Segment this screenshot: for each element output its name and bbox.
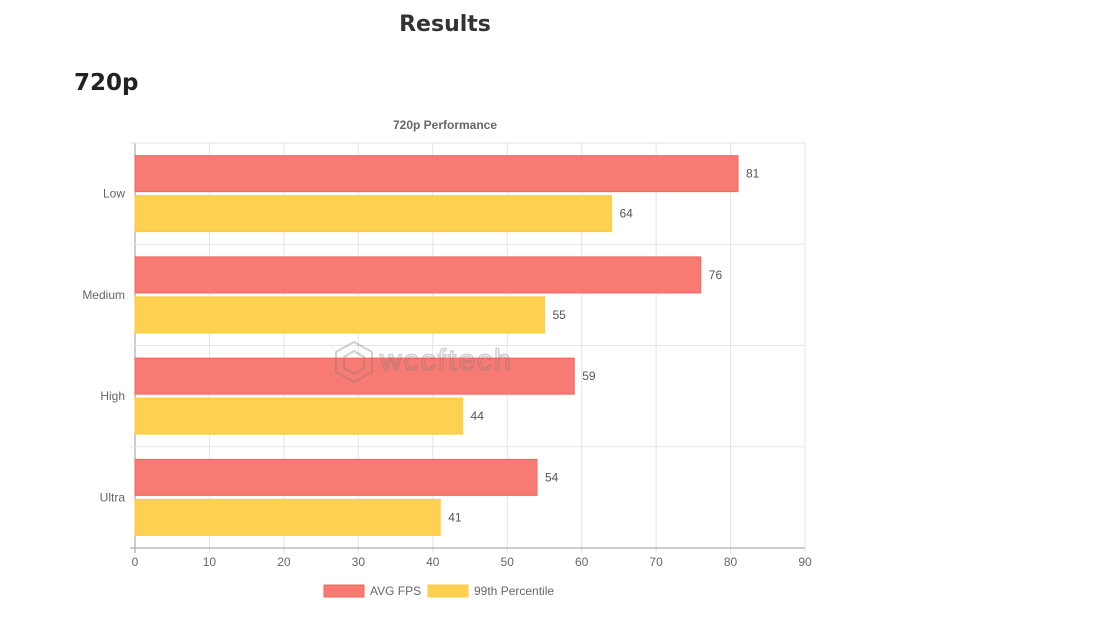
bar-99th-percentile[interactable] [134,397,464,435]
data-label: 64 [619,207,633,221]
x-tick-label: 20 [277,555,291,569]
legend-swatch[interactable] [323,584,365,598]
y-tick-label: Ultra [100,490,126,504]
chart-bars [134,155,739,536]
watermark-text: wccftech [379,344,513,377]
legend-label[interactable]: AVG FPS [370,584,421,598]
x-tick-label: 30 [352,555,366,569]
bar-avg-fps[interactable] [134,256,702,294]
data-label: 44 [471,409,485,423]
data-label: 76 [709,268,723,282]
chart-title: 720p Performance [393,118,497,132]
y-tick-label: Medium [82,288,125,302]
bar-avg-fps[interactable] [134,458,538,496]
bar-99th-percentile[interactable] [134,195,612,233]
data-label: 55 [552,308,566,322]
watermark-logo: wccftech [335,340,513,384]
x-tick-label: 40 [426,555,440,569]
watermark-logo-icon [335,340,373,384]
page-title: Results [399,12,491,37]
x-tick-label: 80 [724,555,738,569]
x-tick-label: 50 [501,555,515,569]
chart-legend: AVG FPS 99th Percentile [323,584,554,598]
y-tick-label: High [100,389,125,403]
x-tick-label: 0 [132,555,139,569]
y-tick-label: Low [103,187,125,201]
data-label: 41 [448,510,462,524]
x-tick-label: 70 [649,555,663,569]
legend-swatch[interactable] [427,584,469,598]
bar-99th-percentile[interactable] [134,498,441,536]
bar-avg-fps[interactable] [134,155,739,193]
legend-label[interactable]: 99th Percentile [474,584,554,598]
bar-avg-fps[interactable] [134,357,575,395]
chart-labels: 81 64 Low 76 55 Medium 59 44 High 54 41 Ultra 0 10 20 3… [82,167,812,569]
x-tick-label: 60 [575,555,589,569]
data-label: 59 [582,369,596,383]
data-label: 81 [746,167,760,181]
bar-99th-percentile[interactable] [134,296,545,334]
section-title: 720p [74,70,139,96]
data-label: 54 [545,470,559,484]
x-tick-label: 90 [798,555,812,569]
x-tick-label: 10 [203,555,217,569]
